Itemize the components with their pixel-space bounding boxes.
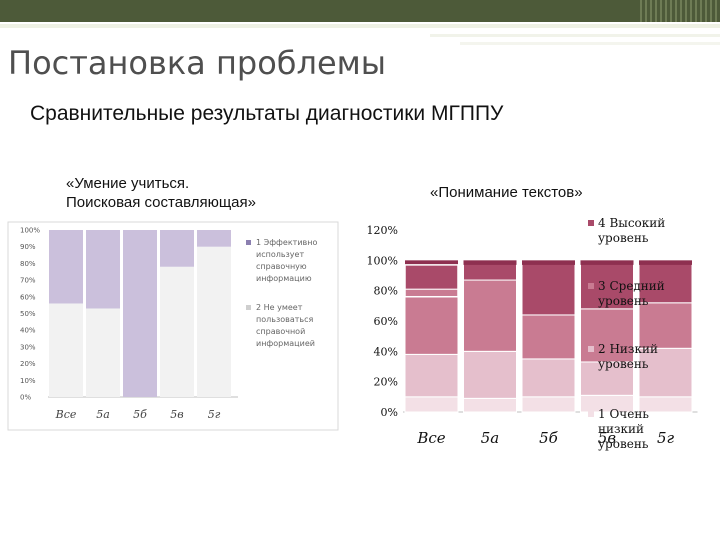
y-tick-label: 10%: [20, 377, 36, 385]
bar-top-band: [580, 260, 634, 265]
legend-label: справочную: [256, 262, 307, 271]
bar-segment: [463, 279, 517, 352]
legend-label: уровень: [598, 231, 649, 245]
top-bar-stripes: [640, 0, 720, 22]
bar-segment: [463, 350, 517, 399]
legend-swatch: [588, 283, 594, 289]
x-category-label: Все: [416, 429, 445, 447]
decor-line: [430, 34, 720, 37]
legend-label: 3 Средний: [598, 279, 665, 293]
legend-label: низкий: [598, 422, 644, 436]
bar-segment: [521, 358, 576, 398]
bar-segment: [638, 302, 693, 349]
bar-top-band: [639, 260, 692, 265]
bar-segment: [521, 396, 576, 413]
legend-label: уровень: [598, 437, 649, 451]
bar-segment: [197, 230, 231, 247]
y-tick-label: 0%: [20, 394, 31, 402]
x-category-label: Все: [55, 408, 77, 421]
chart1-caption: «Умение учиться. Поисковая составляющая»: [66, 174, 336, 212]
y-tick-label: 60%: [20, 293, 36, 301]
legend-swatch: [588, 411, 594, 417]
bar-segment: [404, 288, 459, 355]
legend-label: информацию: [256, 274, 312, 283]
bar-segment: [123, 230, 157, 397]
y-tick-label: 20%: [374, 376, 398, 389]
chart1-caption-line2: Поисковая составляющая»: [66, 194, 256, 211]
bar-segment: [404, 396, 459, 413]
decor-line: [0, 24, 720, 28]
x-category-label: 5а: [96, 408, 110, 421]
bar-segment: [580, 361, 634, 396]
slide-subtitle: Сравнительные результаты диагностики МГП…: [30, 102, 504, 125]
bar-segment: [521, 314, 576, 360]
bar-segment: [160, 230, 194, 267]
chart1-caption-line1: «Умение учиться.: [66, 175, 190, 192]
y-tick-label: 90%: [20, 243, 36, 251]
legend-label: 2 Низкий: [598, 342, 658, 356]
x-category-label: 5б: [539, 429, 559, 447]
bar-segment: [49, 230, 83, 304]
y-tick-label: 50%: [20, 310, 36, 318]
legend-swatch: [246, 240, 251, 245]
chart2-caption: «Понимание текстов»: [430, 184, 583, 201]
legend-label: 1 Эффективно: [256, 238, 317, 247]
legend-swatch: [588, 346, 594, 352]
legend-swatch: [246, 305, 251, 310]
y-tick-label: 80%: [20, 260, 36, 268]
bar-segment: [521, 259, 576, 316]
y-tick-label: 40%: [20, 327, 36, 335]
y-tick-label: 30%: [20, 343, 36, 351]
bar-segment: [197, 246, 231, 397]
top-bar: [0, 0, 720, 22]
y-tick-label: 0%: [381, 406, 398, 419]
bar-top-band: [405, 260, 458, 265]
bar-segment: [86, 308, 120, 397]
bar-segment: [160, 266, 194, 397]
bar-top-band: [522, 260, 575, 265]
legend-label: информацией: [256, 339, 315, 348]
bar-top-band: [463, 260, 517, 265]
y-tick-label: 120%: [367, 224, 398, 237]
legend-label: 1 Очень: [598, 407, 649, 421]
y-tick-label: 100%: [20, 227, 40, 235]
y-tick-label: 70%: [20, 277, 36, 285]
slide-title: Постановка проблемы: [8, 44, 387, 82]
legend-label: 2 Не умеет: [256, 303, 303, 312]
legend-label: пользоваться: [256, 315, 313, 324]
x-category-label: 5г: [208, 408, 221, 421]
bar-segment: [580, 308, 634, 363]
legend-label: справочной: [256, 327, 305, 336]
legend-label: 4 Высокий: [598, 216, 665, 230]
legend-swatch: [588, 220, 594, 226]
x-category-label: 5в: [170, 408, 183, 421]
highlight-frame: [404, 264, 459, 298]
x-category-label: 5г: [657, 429, 675, 447]
y-tick-label: 40%: [374, 345, 398, 358]
y-tick-label: 20%: [20, 360, 36, 368]
legend-label: уровень: [598, 294, 649, 308]
legend-label: использует: [256, 250, 304, 259]
x-category-label: 5б: [133, 408, 147, 421]
y-tick-label: 80%: [374, 285, 398, 298]
decor-line: [460, 42, 720, 45]
y-tick-label: 100%: [367, 254, 398, 267]
x-category-label: 5в: [598, 429, 617, 447]
y-tick-label: 60%: [374, 315, 398, 328]
bar-segment: [86, 230, 120, 309]
bar-segment: [463, 397, 517, 413]
legend-label: уровень: [598, 357, 649, 371]
bar-segment: [49, 303, 83, 397]
bar-segment: [404, 353, 459, 398]
x-category-label: 5а: [481, 429, 500, 447]
